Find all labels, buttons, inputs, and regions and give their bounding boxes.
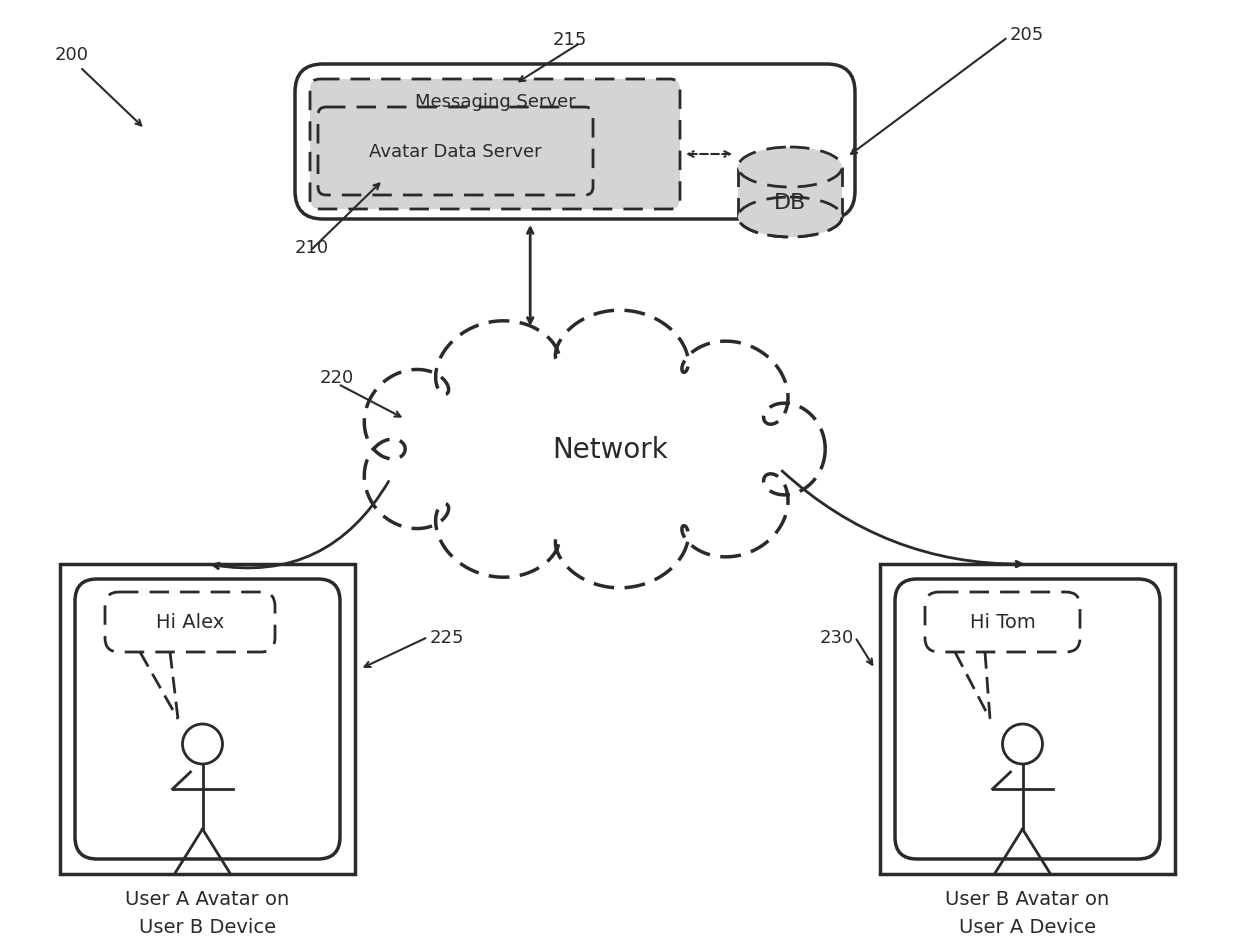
Ellipse shape [738, 198, 842, 238]
FancyBboxPatch shape [295, 65, 856, 220]
FancyBboxPatch shape [310, 80, 680, 209]
FancyBboxPatch shape [105, 592, 275, 652]
FancyBboxPatch shape [74, 580, 340, 859]
Bar [738, 168, 842, 218]
Text: User B Avatar on
User A Device: User B Avatar on User A Device [945, 889, 1110, 936]
Text: 220: 220 [320, 368, 355, 387]
Text: 210: 210 [295, 239, 329, 257]
Text: Hi Tom: Hi Tom [970, 613, 1035, 632]
Text: DB: DB [774, 193, 806, 213]
FancyBboxPatch shape [925, 592, 1080, 652]
Ellipse shape [738, 148, 842, 188]
Text: Hi Alex: Hi Alex [156, 613, 224, 632]
Polygon shape [365, 310, 825, 588]
Text: 225: 225 [430, 628, 465, 646]
Text: Network: Network [552, 436, 668, 464]
Text: 215: 215 [553, 31, 588, 49]
Text: Messaging Server: Messaging Server [414, 93, 575, 110]
Text: User A Avatar on
User B Device: User A Avatar on User B Device [125, 889, 290, 936]
Bar [880, 565, 1176, 874]
Bar [60, 565, 355, 874]
Text: 200: 200 [55, 46, 89, 64]
FancyBboxPatch shape [317, 108, 593, 196]
Text: 230: 230 [820, 628, 854, 646]
FancyBboxPatch shape [895, 580, 1159, 859]
Text: Avatar Data Server: Avatar Data Server [370, 143, 542, 161]
Text: 205: 205 [1011, 26, 1044, 44]
